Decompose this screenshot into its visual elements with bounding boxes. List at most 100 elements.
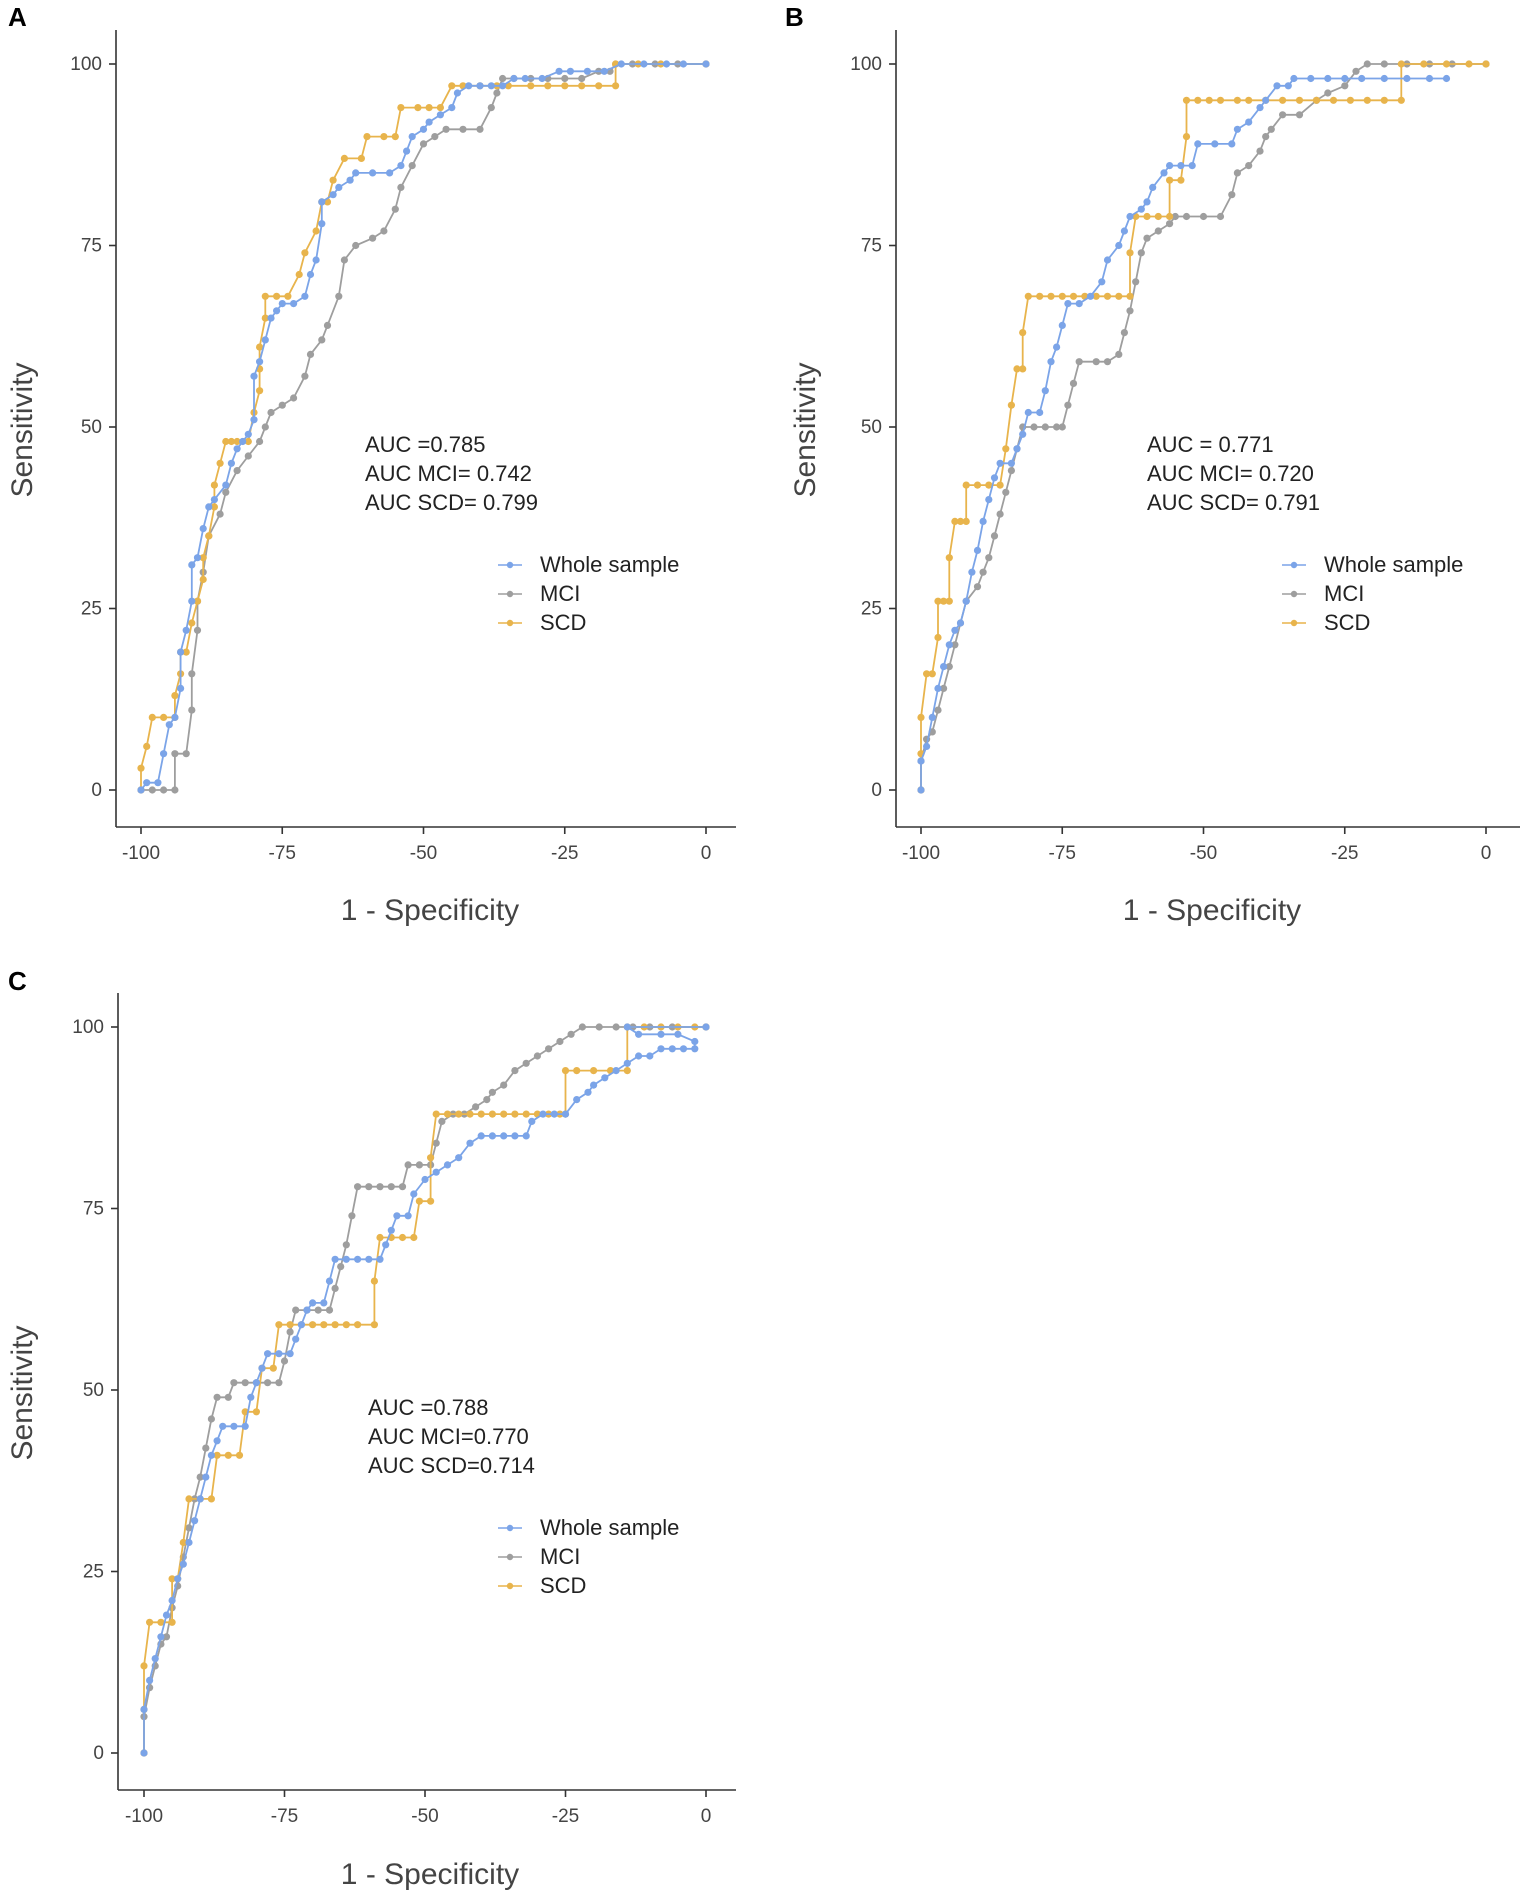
data-point-mci	[1053, 423, 1061, 431]
data-point-scd	[168, 1618, 176, 1626]
data-point-scd	[612, 82, 620, 90]
data-point-scd	[397, 104, 405, 112]
data-point-mci	[934, 706, 942, 714]
data-point-mci	[241, 1379, 249, 1387]
x-tick-label: -50	[1190, 843, 1217, 864]
data-point-mci	[1324, 89, 1332, 97]
auc-mci-annotation: AUC MCI= 0.742	[365, 461, 532, 486]
data-point-whole	[917, 786, 925, 794]
data-point-mci	[951, 641, 959, 649]
y-tick-label: 25	[81, 599, 102, 620]
data-point-whole	[945, 641, 953, 649]
data-point-whole	[691, 1037, 699, 1046]
panel-c: C 0 25 50 75 100 -100 -75 -50 -25 0 1 - Specifici…	[6, 966, 736, 1891]
data-point-whole	[1007, 459, 1016, 467]
data-point-mci	[224, 1393, 232, 1401]
data-point-whole	[1245, 118, 1253, 126]
data-point-whole	[290, 300, 298, 308]
data-point-mci	[318, 336, 326, 344]
data-point-scd	[182, 648, 190, 656]
data-point-scd	[414, 104, 422, 112]
data-point-scd	[962, 517, 970, 526]
data-point-whole	[185, 1538, 193, 1547]
data-point-whole	[278, 300, 286, 308]
data-point-mci	[342, 1241, 350, 1249]
data-point-whole	[244, 430, 252, 438]
data-point-whole	[940, 663, 948, 671]
data-point-whole	[1064, 300, 1072, 308]
data-point-whole	[408, 133, 416, 141]
data-point-whole	[168, 1596, 176, 1605]
data-point-whole	[309, 1299, 317, 1307]
data-point-whole	[325, 1277, 334, 1285]
data-point-scd	[590, 1067, 598, 1075]
data-point-mci	[1352, 67, 1360, 75]
data-point-scd	[210, 481, 218, 489]
data-point-mci	[408, 162, 416, 170]
data-point-scd	[213, 1451, 221, 1459]
data-point-mci	[1143, 234, 1151, 242]
data-point-whole	[476, 82, 484, 90]
data-point-scd	[917, 713, 925, 722]
data-point-scd	[1058, 292, 1066, 300]
data-point-whole	[376, 1255, 384, 1263]
data-point-whole	[202, 1473, 210, 1481]
data-point-whole	[951, 626, 959, 634]
data-point-whole	[1425, 74, 1434, 83]
data-point-scd	[1092, 292, 1100, 300]
data-point-whole	[386, 169, 394, 177]
data-point-scd	[996, 481, 1004, 489]
data-point-whole	[1053, 343, 1061, 351]
data-point-scd	[427, 1154, 435, 1162]
data-point-mci	[354, 1183, 362, 1191]
auc-scd-annotation: AUC SCD=0.714	[368, 1453, 535, 1478]
data-point-whole	[213, 1437, 221, 1445]
data-point-whole	[973, 546, 982, 555]
data-point-mci	[160, 786, 168, 794]
y-tick-label: 50	[81, 417, 102, 438]
data-point-whole	[522, 1132, 530, 1140]
auc-whole-annotation: AUC =0.788	[368, 1395, 488, 1420]
y-tick-label: 25	[861, 599, 882, 620]
data-point-scd	[380, 133, 388, 141]
data-point-scd	[425, 104, 433, 112]
legend-dot-scd	[506, 1582, 514, 1590]
data-point-mci	[979, 568, 987, 576]
data-point-scd	[573, 1067, 581, 1075]
data-point-whole	[500, 1132, 508, 1140]
data-point-scd	[923, 670, 931, 678]
data-point-whole	[528, 1117, 536, 1125]
data-point-whole	[297, 1321, 305, 1329]
data-point-mci	[1126, 307, 1134, 315]
data-point-scd	[427, 1197, 435, 1205]
data-point-whole	[239, 437, 247, 446]
data-point-mci	[487, 104, 495, 112]
data-point-scd	[1329, 96, 1338, 104]
y-tick-label: 100	[850, 54, 882, 75]
data-point-whole	[306, 270, 315, 279]
data-point-mci	[244, 452, 252, 460]
data-point-scd	[1380, 96, 1388, 104]
data-point-mci	[365, 1183, 373, 1191]
data-point-scd	[357, 154, 365, 162]
data-point-whole	[318, 198, 326, 206]
series-line-scd	[920, 63, 1486, 790]
data-point-whole	[584, 1088, 592, 1096]
data-point-mci	[1245, 162, 1253, 170]
data-point-mci	[233, 467, 241, 475]
data-point-whole	[273, 307, 281, 315]
data-point-whole	[968, 568, 976, 576]
data-point-whole	[403, 147, 411, 155]
data-point-mci	[973, 583, 982, 591]
data-point-mci	[1064, 401, 1072, 409]
series-layer	[917, 60, 1490, 794]
data-point-whole	[1324, 74, 1332, 83]
data-point-scd	[1482, 60, 1490, 68]
data-point-mci	[331, 1284, 339, 1292]
axes-layer: 0 25 50 75 100 -100 -75 -50 -25 0	[850, 30, 1520, 864]
panel-letter-c: C	[8, 966, 27, 996]
data-point-whole	[996, 459, 1004, 467]
data-point-whole	[487, 82, 495, 90]
axes-layer: 0 25 50 75 100 -100 -75 -50 -25 0	[70, 30, 736, 864]
y-tick-label: 50	[861, 417, 882, 438]
